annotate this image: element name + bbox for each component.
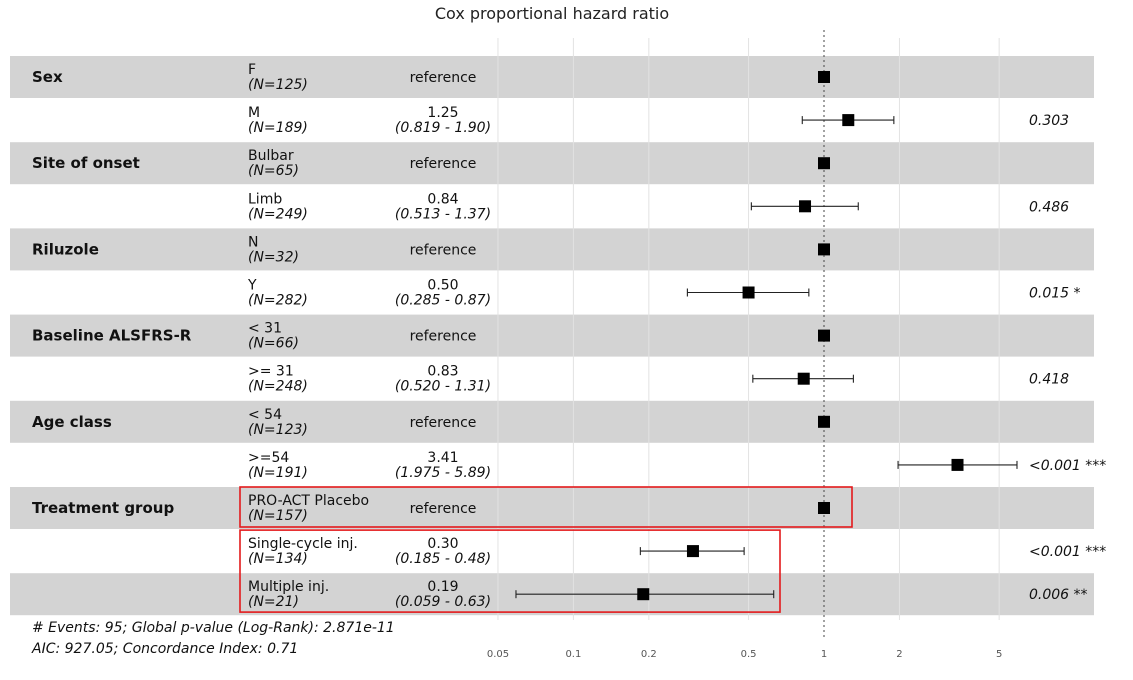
p-value: 0.006 ** bbox=[1029, 587, 1088, 603]
level-label: < 54 bbox=[248, 407, 282, 423]
level-n: (N=65) bbox=[248, 163, 299, 179]
estimate-label: 3.41 bbox=[427, 450, 458, 466]
ci-label: (0.285 - 0.87) bbox=[395, 293, 491, 309]
level-n: (N=32) bbox=[248, 249, 299, 265]
level-label: < 31 bbox=[248, 321, 282, 337]
level-n: (N=66) bbox=[248, 336, 299, 352]
hazard-point bbox=[686, 545, 699, 558]
row-band bbox=[10, 56, 1094, 98]
estimate-label: reference bbox=[410, 501, 477, 517]
row-band bbox=[10, 142, 1094, 185]
hazard-point bbox=[799, 200, 812, 213]
x-tick-label: 2 bbox=[896, 649, 902, 660]
estimate-label: reference bbox=[410, 415, 477, 431]
level-n: (N=21) bbox=[248, 594, 299, 610]
x-tick-label: 0.2 bbox=[641, 649, 657, 660]
hazard-point bbox=[742, 286, 755, 299]
ci-label: (1.975 - 5.89) bbox=[395, 465, 491, 481]
estimate-label: 0.30 bbox=[427, 536, 458, 552]
estimate-label: reference bbox=[410, 242, 477, 258]
level-n: (N=249) bbox=[248, 206, 308, 222]
p-value: 0.418 bbox=[1029, 372, 1069, 388]
hazard-point bbox=[818, 157, 830, 170]
hazard-point bbox=[818, 415, 830, 428]
group-label: Sex bbox=[32, 68, 63, 86]
group-label: Treatment group bbox=[32, 499, 174, 517]
hazard-point bbox=[818, 243, 830, 256]
level-label: Bulbar bbox=[248, 148, 294, 164]
hazard-point bbox=[797, 372, 810, 385]
row-band bbox=[10, 400, 1094, 443]
level-n: (N=134) bbox=[248, 551, 308, 567]
hazard-point bbox=[842, 114, 855, 127]
p-value: <0.001 *** bbox=[1029, 544, 1106, 560]
level-label: >=54 bbox=[248, 450, 289, 466]
highlight-treatments bbox=[239, 529, 781, 613]
row-band bbox=[10, 314, 1094, 357]
hazard-marks bbox=[515, 71, 1018, 601]
level-label: Limb bbox=[248, 191, 282, 207]
ci-label: (0.819 - 1.90) bbox=[395, 120, 491, 136]
level-label: Y bbox=[247, 278, 257, 294]
level-n: (N=125) bbox=[248, 77, 308, 93]
hazard-point bbox=[818, 71, 830, 83]
hazard-point bbox=[951, 458, 964, 471]
hazard-point bbox=[637, 588, 650, 601]
level-label: PRO-ACT Placebo bbox=[248, 493, 369, 509]
x-tick-label: 5 bbox=[996, 649, 1002, 660]
x-axis-ticks: 0.05 0.1 0.2 0.5 1 2 5 bbox=[487, 649, 1003, 660]
footer-events: # Events: 95; Global p-value (Log-Rank):… bbox=[32, 620, 395, 636]
level-label: M bbox=[248, 105, 260, 121]
group-label: Site of onset bbox=[32, 154, 140, 172]
level-label: N bbox=[248, 234, 258, 250]
level-label: Multiple inj. bbox=[248, 579, 329, 595]
ci-label: (0.185 - 0.48) bbox=[395, 551, 491, 567]
p-value: 0.303 bbox=[1029, 113, 1069, 129]
row-band bbox=[10, 487, 1094, 529]
level-label: Single-cycle inj. bbox=[248, 536, 358, 552]
ci-label: (0.520 - 1.31) bbox=[395, 379, 491, 395]
estimate-label: 0.19 bbox=[427, 579, 458, 595]
estimate-label: 0.83 bbox=[427, 364, 458, 380]
group-label: Age class bbox=[32, 413, 112, 431]
estimate-label: reference bbox=[410, 329, 477, 345]
level-n: (N=157) bbox=[248, 508, 308, 524]
level-label: F bbox=[248, 62, 256, 78]
hazard-point bbox=[818, 502, 830, 514]
highlight-reference bbox=[239, 486, 853, 528]
group-label: Riluzole bbox=[32, 240, 99, 258]
estimate-label: reference bbox=[410, 156, 477, 172]
hazard-point bbox=[818, 329, 830, 342]
x-tick-label: 0.05 bbox=[487, 649, 509, 660]
grid-lines bbox=[497, 38, 1000, 620]
x-tick-label: 1 bbox=[821, 649, 827, 660]
footer-aic: AIC: 927.05; Concordance Index: 0.71 bbox=[31, 641, 298, 657]
row-bands bbox=[10, 56, 1094, 616]
estimate-label: 0.50 bbox=[427, 278, 458, 294]
estimate-label: 0.84 bbox=[427, 191, 458, 207]
x-tick-label: 0.1 bbox=[565, 649, 581, 660]
group-label: Baseline ALSFRS-R bbox=[32, 327, 192, 345]
level-n: (N=189) bbox=[248, 120, 308, 136]
chart-title: Cox proportional hazard ratio bbox=[435, 4, 669, 23]
x-tick-label: 0.5 bbox=[741, 649, 757, 660]
estimate-label: 1.25 bbox=[427, 105, 458, 121]
p-value: 0.486 bbox=[1029, 199, 1069, 215]
level-label: >= 31 bbox=[248, 364, 294, 380]
level-n: (N=123) bbox=[248, 422, 308, 438]
level-n: (N=191) bbox=[248, 465, 308, 481]
estimate-label: reference bbox=[410, 70, 477, 86]
row-labels: Sex F(N=125) reference M(N=189) 1.25(0.819 -… bbox=[32, 62, 1106, 610]
level-n: (N=282) bbox=[248, 293, 308, 309]
level-n: (N=248) bbox=[248, 379, 308, 395]
ci-label: (0.513 - 1.37) bbox=[395, 206, 491, 222]
p-value: 0.015 * bbox=[1029, 286, 1081, 302]
highlight-boxes bbox=[239, 486, 853, 613]
ci-label: (0.059 - 0.63) bbox=[395, 594, 491, 610]
row-band bbox=[10, 228, 1094, 271]
p-value: <0.001 *** bbox=[1029, 458, 1106, 474]
